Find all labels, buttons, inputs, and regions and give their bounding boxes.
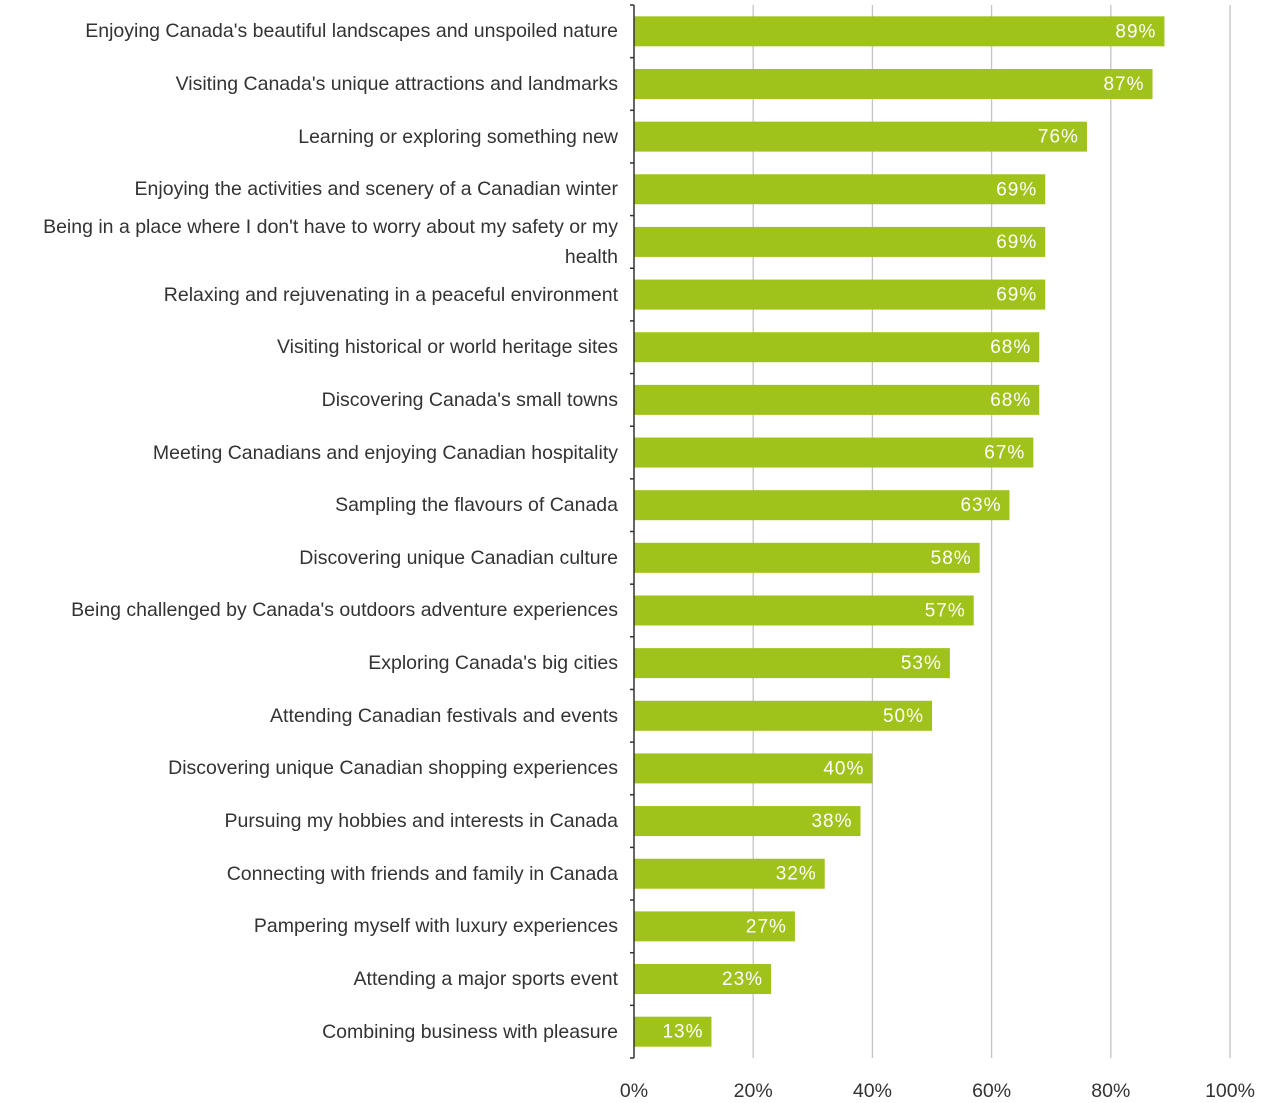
y-tick-label: Attending a major sports event: [353, 968, 618, 991]
data-label: 63%: [960, 495, 1001, 516]
data-label: 23%: [722, 969, 763, 990]
bar: [634, 279, 1046, 310]
data-label: 27%: [746, 916, 787, 937]
x-tick-label: 60%: [972, 1080, 1011, 1102]
y-tick-label: Exploring Canada's big cities: [368, 652, 618, 675]
data-label: 53%: [901, 653, 942, 674]
y-tick-label: Sampling the flavours of Canada: [335, 494, 618, 517]
y-tick-label: Connecting with friends and family in Ca…: [226, 862, 618, 885]
y-tick-label: Visiting Canada's unique attractions and…: [175, 72, 618, 95]
bar: [634, 595, 974, 626]
y-tick-label: Meeting Canadians and enjoying Canadian …: [152, 441, 618, 464]
data-label: 69%: [996, 179, 1037, 200]
bar: [634, 68, 1153, 99]
data-label: 87%: [1103, 74, 1144, 95]
y-tick-label: Enjoying the activities and scenery of a…: [134, 178, 618, 201]
bar: [634, 16, 1165, 47]
bar: [634, 384, 1040, 415]
x-tick-label: 100%: [1205, 1080, 1255, 1102]
data-label: 38%: [811, 811, 852, 832]
bar: [634, 1016, 712, 1047]
y-tick-label: Attending Canadian festivals and events: [270, 704, 618, 727]
data-label: 89%: [1115, 21, 1156, 42]
data-label: 76%: [1038, 127, 1079, 148]
data-label: 67%: [984, 443, 1025, 464]
data-label: 58%: [931, 548, 972, 569]
bar: [634, 911, 795, 942]
data-label: 68%: [990, 337, 1031, 358]
y-tick-label: Enjoying Canada's beautiful landscapes a…: [85, 20, 618, 43]
y-tick-label: Combining business with pleasure: [322, 1020, 618, 1043]
bar: [634, 648, 950, 679]
data-label: 69%: [996, 285, 1037, 306]
bar: [634, 437, 1034, 468]
bar: [634, 700, 932, 731]
bar: [634, 121, 1087, 152]
data-label: 13%: [662, 1022, 703, 1043]
x-tick-label: 20%: [734, 1080, 773, 1102]
y-tick-label: Learning or exploring something new: [298, 125, 618, 148]
y-tick-label: Relaxing and rejuvenating in a peaceful …: [163, 283, 618, 306]
bar: [634, 858, 825, 889]
y-tick-label: Pampering myself with luxury experiences: [253, 915, 618, 938]
y-tick-label: Discovering unique Canadian culture: [299, 546, 618, 569]
data-label: 69%: [996, 232, 1037, 253]
bar: [634, 332, 1040, 363]
data-label: 68%: [990, 390, 1031, 411]
x-tick-label: 80%: [1091, 1080, 1130, 1102]
bar: [634, 226, 1046, 257]
bar: [634, 753, 873, 784]
x-tick-label: 0%: [620, 1080, 648, 1102]
y-tick-label: Visiting historical or world heritage si…: [276, 336, 618, 359]
x-tick-label: 40%: [853, 1080, 892, 1102]
bar: [634, 964, 772, 995]
y-tick-label: Discovering Canada's small towns: [321, 388, 618, 411]
data-label: 40%: [823, 758, 864, 779]
bar: [634, 806, 861, 837]
data-label: 57%: [925, 600, 966, 621]
y-tick-label: Discovering unique Canadian shopping exp…: [168, 757, 618, 780]
y-tick-label: Pursuing my hobbies and interests in Can…: [224, 810, 619, 833]
bar: [634, 174, 1046, 205]
y-tick-label: Being challenged by Canada's outdoors ad…: [71, 599, 618, 622]
data-label: 50%: [883, 706, 924, 727]
y-tick-label: Being in a place where I don't have to w…: [43, 215, 618, 268]
data-label: 32%: [776, 864, 817, 885]
bar: [634, 490, 1010, 521]
bar: [634, 542, 980, 573]
